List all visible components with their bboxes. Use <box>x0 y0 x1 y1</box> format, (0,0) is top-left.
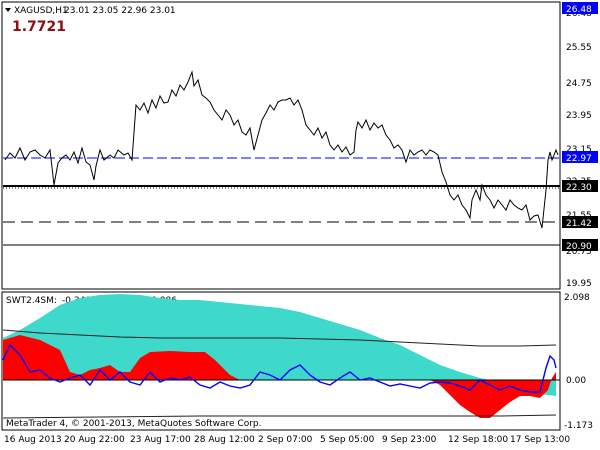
symbol-header: XAGUSD,H1 23.01 23.05 22.96 23.01 <box>5 6 176 16</box>
price-tick: 23.95 <box>566 111 592 121</box>
price-tag: 20.90 <box>566 242 592 252</box>
indicator-label: SWT2.4SM: <box>6 296 57 306</box>
price-tick: 19.95 <box>566 279 592 289</box>
price-tag: 22.97 <box>566 154 592 164</box>
price-line[interactable] <box>4 70 559 229</box>
dropdown-triangle-icon <box>5 8 11 12</box>
time-label: 20 Aug 22:00 <box>64 435 125 445</box>
time-label: 17 Sep 13:00 <box>510 435 570 445</box>
price-tick: 25.55 <box>566 43 592 53</box>
red-area-left <box>3 335 240 380</box>
time-label: 16 Aug 2013 <box>4 435 62 445</box>
big-value: 1.7721 <box>12 19 66 35</box>
lower-band-line <box>2 414 557 419</box>
price-tag: 26.48 <box>566 5 592 15</box>
indicator-axis-zero: 0.00 <box>566 376 586 386</box>
ohlc-label: 23.01 23.05 22.96 23.01 <box>64 6 176 16</box>
price-tag-bg <box>562 180 598 192</box>
price-tick: 23.15 <box>566 145 592 155</box>
symbol-label: XAGUSD,H1 <box>14 6 68 16</box>
signal-line <box>2 329 557 347</box>
copyright-text: MetaTrader 4, © 2001-2013, MetaQuotes So… <box>6 419 262 429</box>
time-label: 9 Sep 23:00 <box>382 435 437 445</box>
time-label: 2 Sep 07:00 <box>258 435 313 445</box>
time-label: 23 Aug 17:00 <box>130 435 191 445</box>
time-label: 5 Sep 05:00 <box>320 435 375 445</box>
indicator-axis-bottom: -1.173 <box>564 421 593 431</box>
price-tag-bg <box>562 151 598 163</box>
price-tag: 22.30 <box>566 183 592 193</box>
time-label: 28 Aug 12:00 <box>194 435 255 445</box>
price-tick: 20.75 <box>566 247 592 257</box>
oscillator-line[interactable] <box>2 343 557 393</box>
price-tag-bg <box>562 2 598 14</box>
red-area-right <box>430 372 556 418</box>
price-panel-frame <box>1 1 561 290</box>
price-tag-bg <box>562 239 598 251</box>
price-tag-bg <box>562 216 598 228</box>
price-tick: 24.75 <box>566 79 592 89</box>
price-tag: 21.42 <box>566 219 592 229</box>
time-label: 12 Sep 18:00 <box>448 435 508 445</box>
price-tags: 26.48 22.97 22.30 21.42 20.90 <box>562 2 598 252</box>
time-axis: 16 Aug 2013 20 Aug 22:00 23 Aug 17:00 28… <box>4 435 570 445</box>
indicator-axis-top: 2.098 <box>564 293 590 303</box>
